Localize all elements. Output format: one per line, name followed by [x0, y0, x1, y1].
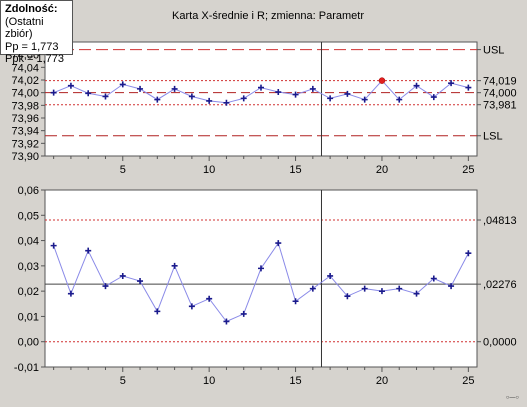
panel1-point	[292, 91, 299, 98]
panel1-x-tick-label: 15	[289, 164, 301, 176]
panel2-plot-area	[44, 189, 478, 368]
panel2-point	[102, 283, 109, 290]
panel1-point	[171, 85, 178, 92]
panel1-point	[137, 85, 144, 92]
panel2-point	[206, 295, 213, 302]
panel1-ref-label-4: 73,981	[483, 100, 517, 112]
panel1-ref-label-2: 74,019	[483, 76, 517, 88]
panel2-point	[240, 310, 247, 317]
chart-title: Karta X-średnie i R; zmienna: Parametr	[172, 10, 364, 22]
panel2-point	[344, 293, 351, 300]
panel1-y-tick-label: 74,02	[11, 75, 39, 87]
panel2-point	[258, 265, 264, 272]
panel2-y-tick-label: 0,04	[18, 236, 39, 248]
panel1-y-tick-label: 73,90	[11, 151, 39, 163]
panel1-point	[413, 82, 420, 89]
panel2-point	[361, 285, 368, 292]
panel2-point	[378, 288, 385, 295]
panel1-point	[258, 84, 264, 91]
panel1-point	[309, 85, 316, 92]
panel1-point	[154, 96, 161, 103]
panel2-x-tick-label: 15	[289, 375, 301, 387]
panel2-point	[171, 262, 178, 269]
panel1-point	[327, 95, 334, 102]
panel2-point	[413, 290, 420, 297]
panel2-point	[448, 283, 455, 290]
panel2-ref-label-3: 0,0000	[483, 337, 517, 349]
panel1-point	[223, 99, 230, 106]
panel2-point	[309, 285, 316, 292]
panel2-point	[465, 250, 472, 257]
panel1-x-tick-label: 5	[120, 164, 126, 176]
panel2-y-tick-label: 0,05	[18, 210, 39, 222]
panel1-point	[361, 96, 368, 103]
panel2-point	[119, 272, 126, 279]
panel2-y-tick-label: -0,01	[14, 362, 39, 374]
panel1-y-tick-label: 73,92	[11, 138, 39, 150]
capability-title: Zdolność:	[5, 3, 58, 15]
capability-box: Zdolność: (Ostatni zbiór) Pp = 1,773 Ppk…	[0, 0, 73, 65]
panel1-point	[430, 94, 437, 101]
panel2-point	[188, 303, 195, 310]
panel2-point	[396, 285, 403, 292]
panel1-point	[206, 97, 213, 104]
panel1-x-tick-label: 20	[376, 164, 388, 176]
panel1-point	[344, 90, 351, 97]
panel1-point	[85, 90, 92, 97]
panel2-point	[430, 275, 437, 282]
panel2-point	[327, 272, 334, 279]
panel1-point	[50, 89, 57, 96]
pp-value: Pp = 1,773	[5, 40, 59, 53]
panel2-point	[223, 318, 230, 325]
panel1-y-tick-label: 73,94	[11, 126, 39, 138]
panel1-point	[396, 96, 403, 103]
panel2-point	[154, 308, 161, 315]
panel2-point	[137, 278, 144, 285]
panel1-y-tick-label: 73,98	[11, 100, 39, 112]
panel2-y-tick-label: 0,02	[18, 286, 39, 298]
panel1-point	[448, 80, 455, 87]
panel1-point	[465, 84, 472, 91]
panel2-ref-label-1: ,04813	[483, 215, 517, 227]
panel1-point	[102, 93, 109, 100]
panel2-point	[67, 290, 74, 297]
panel1-point-highlight	[378, 77, 386, 84]
panel2-point	[50, 242, 57, 249]
panel2-point	[275, 240, 282, 247]
panel1-ref-label-5: LSL	[483, 131, 503, 143]
panel1-point	[67, 82, 74, 89]
ppk-value: Ppk = 1,773	[5, 53, 65, 65]
panel1-y-tick-label: 74,04	[11, 62, 39, 74]
panel1-ref-label-1: USL	[483, 45, 504, 57]
panel2-x-tick-label: 20	[376, 375, 388, 387]
panel1-point	[119, 81, 126, 88]
panel2-point	[292, 298, 299, 305]
panel1-x-tick-label: 25	[462, 164, 474, 176]
panel1-point	[188, 93, 195, 100]
panel2-x-tick-label: 25	[462, 375, 474, 387]
panel1-point	[275, 89, 282, 96]
panel1-point	[240, 95, 247, 102]
panel1-y-tick-label: 73,96	[11, 113, 39, 125]
panel2-x-tick-label: 10	[203, 375, 215, 387]
panel2-x-tick-label: 5	[120, 375, 126, 387]
panel2-y-tick-label: 0,01	[18, 311, 39, 323]
panel1-ref-label-3: 74,000	[483, 88, 517, 100]
panel2-y-tick-label: 0,06	[18, 185, 39, 197]
panel1-plot-area	[44, 41, 478, 157]
capability-subtitle: (Ostatni zbiór)	[5, 15, 44, 41]
panel2-point	[85, 247, 92, 254]
panel1-x-tick-label: 10	[203, 164, 215, 176]
panel2-ref-label-2: ,02276	[483, 279, 517, 291]
panel1-y-tick-label: 74,00	[11, 88, 39, 100]
corner-glyph: ○—○	[506, 395, 520, 401]
panel2-y-tick-label: 0,00	[18, 337, 39, 349]
panel2-y-tick-label: 0,03	[18, 261, 39, 273]
